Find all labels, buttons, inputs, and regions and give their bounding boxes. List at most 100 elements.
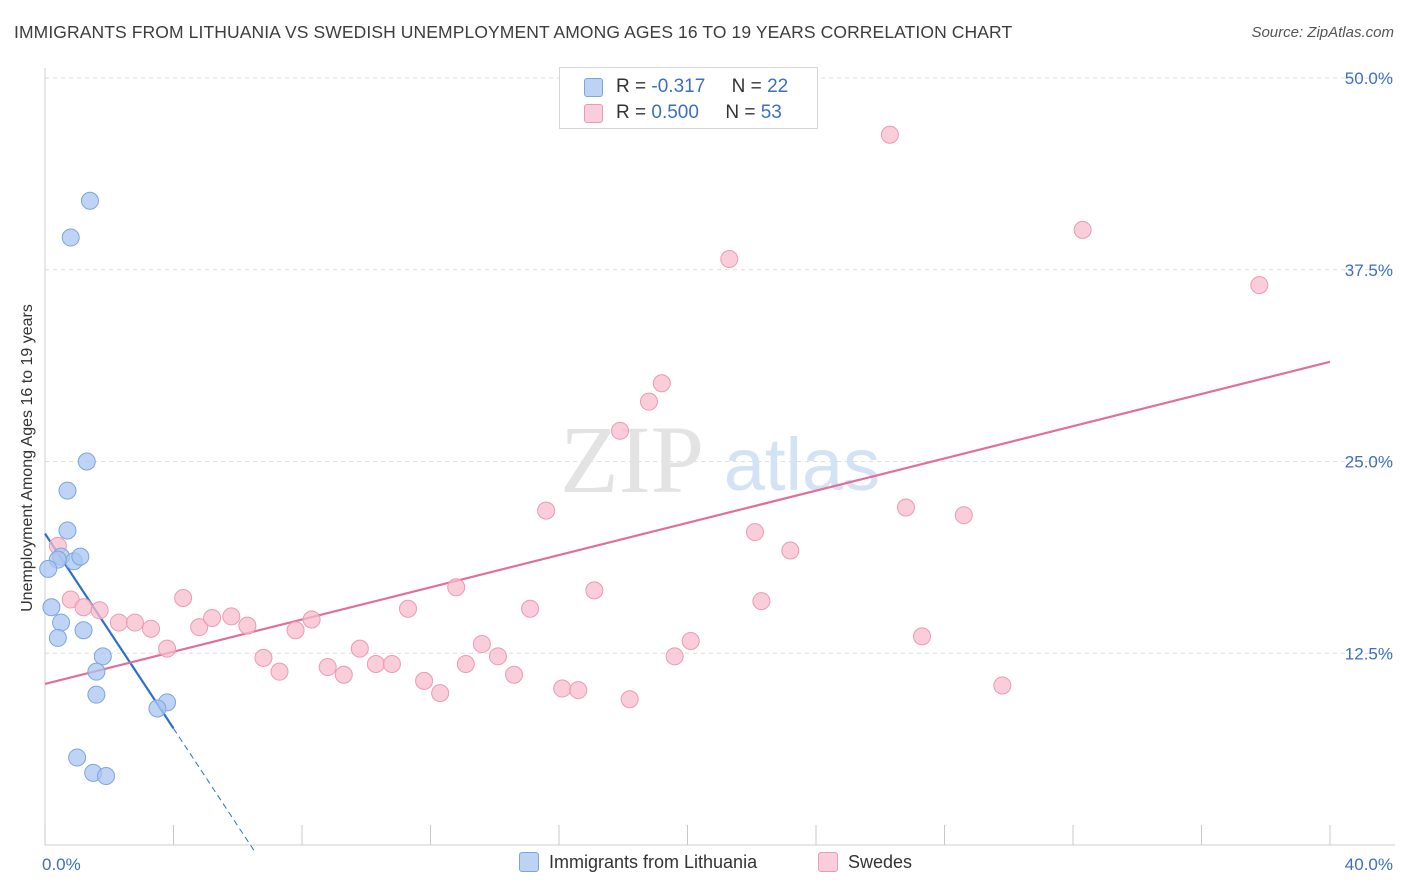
data-point-lithuania [74,621,93,640]
data-point-swedes [203,608,222,627]
x-tick-label: 40.0% [1345,855,1393,874]
data-point-swedes [553,679,572,698]
data-point-swedes [896,498,915,517]
correlation-legend: R = -0.317 N = 22 R = 0.500 N = 53 [559,67,818,129]
source-label: Source: ZipAtlas.com [1251,24,1394,41]
data-point-lithuania [52,613,71,632]
data-point-swedes [1250,276,1269,295]
data-point-swedes [456,654,475,673]
data-point-swedes [505,665,524,684]
data-point-lithuania [58,521,77,540]
y-tick-label: 50.0% [1345,69,1393,88]
legend-n-value-swedes: 53 [760,102,782,123]
data-points [39,69,1269,785]
data-point-lithuania [48,628,67,647]
data-point-swedes [488,647,507,666]
legend-n-value-lithuania: 22 [767,76,789,97]
legend-r-value-lithuania: -0.317 [651,76,706,97]
data-point-swedes [174,589,193,608]
data-point-lithuania [39,559,58,578]
data-point-lithuania [93,647,112,666]
data-point-swedes [611,421,630,440]
bottom-legend-swedes: Swedes [818,852,912,873]
watermark-atlas: atlas [724,423,880,506]
data-point-swedes [286,621,305,640]
data-point-swedes [752,592,771,611]
data-point-lithuania [148,699,167,718]
data-point-swedes [569,681,588,700]
data-point-swedes [665,647,684,666]
data-point-swedes [74,598,93,617]
data-point-swedes [158,639,177,658]
watermark-zip: ZIP [560,406,704,513]
data-point-swedes [142,619,161,638]
legend-r-value-swedes: 0.500 [651,102,699,123]
legend-n-label: N = [725,102,756,123]
data-point-swedes [652,374,671,393]
bottom-legend-lithuania: Immigrants from Lithuania [519,852,757,873]
tick-labels: 12.5% 25.0% 37.5% 50.0% 0.0% 40.0% [42,69,1393,874]
data-point-swedes [109,613,128,632]
data-point-swedes [254,648,273,667]
data-point-swedes [366,654,385,673]
data-point-swedes [1073,220,1092,239]
data-point-swedes [681,631,700,650]
data-point-swedes [270,662,289,681]
data-point-swedes [720,250,739,269]
data-point-swedes [302,610,321,629]
legend-swatch-lithuania [584,78,603,97]
data-point-lithuania [71,547,90,566]
legend-n-label: N = [731,76,762,97]
data-point-swedes [620,690,639,709]
data-point-swedes [993,676,1012,695]
data-point-swedes [585,581,604,600]
series-name-swedes: Swedes [848,852,913,872]
data-point-lithuania [58,481,77,500]
data-point-swedes [334,665,353,684]
data-point-swedes [537,501,556,520]
data-point-swedes [431,684,450,703]
data-point-lithuania [97,766,116,785]
data-point-swedes [639,392,658,411]
data-point-lithuania [68,748,87,767]
legend-r-label: R = [616,76,647,97]
data-point-swedes [399,599,418,618]
data-point-swedes [222,607,241,626]
data-point-swedes [238,616,257,635]
legend-swatch-swedes [584,104,603,123]
y-tick-label: 37.5% [1345,261,1393,280]
data-point-swedes [350,639,369,658]
data-point-swedes [472,635,491,654]
data-point-lithuania [77,452,96,471]
trend-line-extension-0 [173,728,255,851]
data-point-swedes [781,541,800,560]
y-tick-label: 12.5% [1345,644,1393,663]
data-point-lithuania [42,598,61,617]
x-tick-label: 0.0% [42,855,81,874]
gridlines [45,77,1395,654]
bottom-legend-swatch-swedes [818,852,838,872]
data-point-lithuania [80,191,99,210]
data-point-swedes [447,578,466,597]
data-point-swedes [190,618,209,637]
bottom-legend-swatch-lithuania [519,852,539,872]
data-point-swedes [521,599,540,618]
data-point-lithuania [61,228,80,247]
data-point-swedes [125,613,144,632]
axes [44,68,1395,846]
data-point-swedes [382,654,401,673]
series-name-lithuania: Immigrants from Lithuania [549,852,758,872]
trend-line-1 [44,360,1331,685]
data-point-swedes [913,627,932,646]
data-point-lithuania [87,685,106,704]
data-point-swedes [880,125,899,144]
data-point-swedes [745,523,764,542]
data-point-swedes [954,506,973,525]
data-point-swedes [318,658,337,677]
data-point-swedes [415,671,434,690]
chart-title: IMMIGRANTS FROM LITHUANIA VS SWEDISH UNE… [14,22,1013,42]
data-point-lithuania [87,662,106,681]
legend-r-label: R = [616,102,647,123]
data-point-swedes [90,601,109,620]
